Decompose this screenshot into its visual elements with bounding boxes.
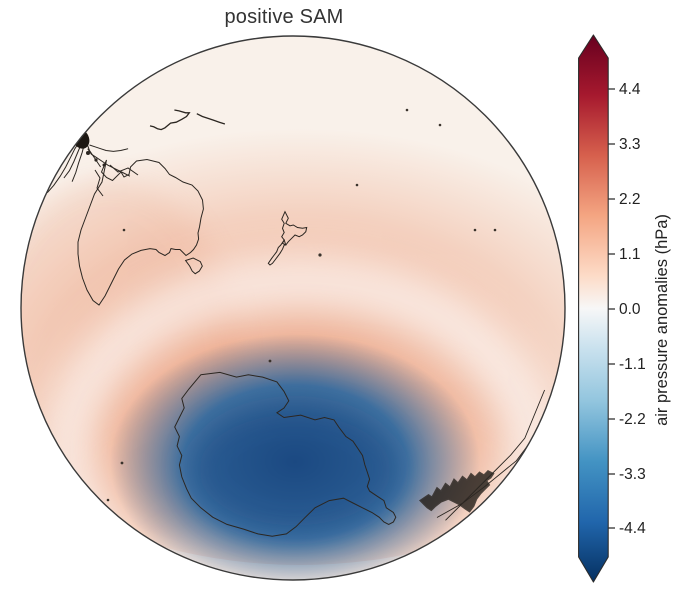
svg-text:-2.2: -2.2 [619,411,646,428]
svg-text:3.3: 3.3 [619,136,641,153]
svg-text:2.2: 2.2 [619,191,641,208]
svg-text:-4.4: -4.4 [619,520,646,537]
svg-text:0.0: 0.0 [619,301,641,318]
svg-text:-3.3: -3.3 [619,466,646,483]
svg-text:-1.1: -1.1 [619,356,646,373]
svg-text:air pressure anomalies (hPa): air pressure anomalies (hPa) [653,214,671,426]
svg-text:4.4: 4.4 [619,81,641,98]
svg-text:1.1: 1.1 [619,246,641,263]
